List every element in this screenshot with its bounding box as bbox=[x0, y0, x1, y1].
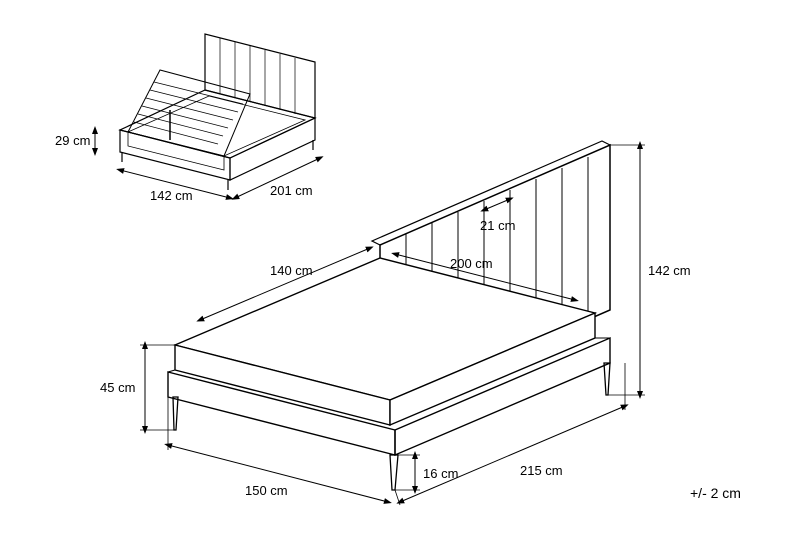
svg-text:142 cm: 142 cm bbox=[648, 263, 691, 278]
diagram-canvas: 29 cm 142 cm 201 cm bbox=[0, 0, 800, 533]
dim-storage-width: 142 cm bbox=[150, 188, 193, 203]
svg-text:16 cm: 16 cm bbox=[423, 466, 458, 481]
svg-text:150 cm: 150 cm bbox=[245, 483, 288, 498]
dim-headboard-height: 142 cm bbox=[608, 145, 691, 395]
svg-text:200 cm: 200 cm bbox=[450, 256, 493, 271]
dim-storage-length: 201 cm bbox=[270, 183, 313, 198]
svg-text:140 cm: 140 cm bbox=[270, 263, 313, 278]
dim-leg-height: 16 cm bbox=[395, 455, 458, 490]
dim-side-height: 45 cm bbox=[100, 345, 176, 430]
tolerance-note: +/- 2 cm bbox=[690, 485, 741, 501]
svg-text:45 cm: 45 cm bbox=[100, 380, 135, 395]
svg-text:215 cm: 215 cm bbox=[520, 463, 563, 478]
svg-text:21 cm: 21 cm bbox=[480, 218, 515, 233]
inset-ottoman-bed: 29 cm 142 cm 201 cm bbox=[55, 34, 320, 203]
dim-storage-height: 29 cm bbox=[55, 133, 90, 148]
